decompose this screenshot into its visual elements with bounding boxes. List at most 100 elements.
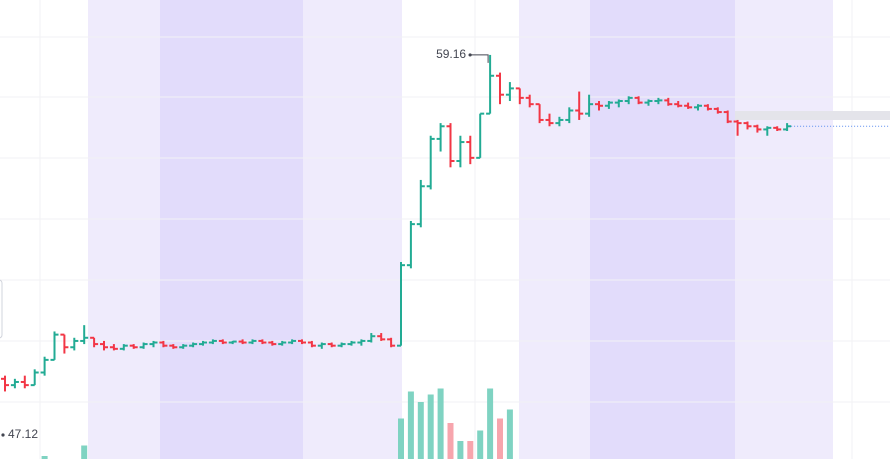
ohlc-bar	[703, 104, 712, 111]
high-marker-line	[470, 54, 489, 63]
ohlc-bar	[436, 123, 445, 152]
ohlc-bar	[218, 339, 227, 345]
ohlc-bar	[159, 340, 168, 348]
ohlc-bar	[50, 331, 59, 361]
ohlc-bar	[228, 340, 237, 345]
ohlc-bar	[446, 123, 455, 168]
session-band	[519, 0, 590, 459]
ohlc-bar	[525, 94, 534, 108]
ohlc-bar	[595, 101, 603, 111]
ohlc-bar	[743, 121, 752, 130]
volume-bar	[457, 441, 464, 459]
ohlc-bar	[753, 124, 762, 133]
ohlc-bar	[288, 339, 297, 345]
volume-bar	[487, 388, 494, 459]
volume-bar	[447, 423, 454, 459]
ohlc-bar	[723, 110, 732, 124]
ohlc-bar	[644, 99, 653, 106]
ohlc-bar	[100, 340, 108, 351]
ohlc-bar	[337, 342, 346, 348]
ohlc-bar	[614, 99, 623, 108]
session-band	[88, 0, 160, 459]
ohlc-bar	[476, 112, 485, 159]
ohlc-bar	[258, 339, 267, 345]
volume-bar	[417, 402, 424, 459]
markers: 59.16 47.12	[1, 47, 890, 441]
ohlc-bar	[575, 91, 584, 120]
ohlc-bar	[70, 337, 79, 351]
price-bars	[1, 54, 792, 392]
ohlc-bar	[535, 103, 544, 124]
volume-bar	[407, 391, 414, 459]
side-widget[interactable]	[0, 279, 3, 339]
ohlc-bar	[624, 96, 633, 105]
ohlc-bar	[119, 344, 128, 351]
ohlc-bar	[763, 126, 772, 136]
ohlc-bar	[367, 333, 376, 343]
ohlc-bar	[199, 340, 207, 346]
ohlc-bar	[268, 340, 277, 346]
session-band	[735, 0, 833, 459]
ohlc-bar	[674, 101, 683, 108]
ohlc-bar	[783, 123, 792, 132]
ohlc-bar	[179, 344, 188, 349]
ohlc-bar	[139, 342, 148, 349]
ohlc-bar	[1, 375, 9, 392]
ohlc-bar	[109, 344, 118, 351]
volume	[41, 388, 513, 459]
ohlc-bar	[20, 375, 29, 389]
volume-bar	[467, 441, 474, 459]
ohlc-bar	[496, 72, 504, 105]
ohlc-bar	[90, 336, 99, 348]
high-marker-dot	[468, 53, 472, 57]
ohlc-bar	[208, 339, 217, 345]
ohlc-bar	[327, 342, 336, 348]
volume-bar	[506, 409, 513, 459]
ohlc-bar	[377, 333, 386, 341]
ohlc-bar	[654, 97, 663, 105]
ohlc-bar	[189, 342, 198, 348]
volume-bar	[477, 430, 484, 459]
price-band	[735, 111, 890, 120]
volume-bar	[81, 445, 88, 459]
ohlc-bar	[426, 135, 435, 190]
ohlc-bar	[298, 339, 306, 345]
ohlc-bar	[456, 135, 465, 168]
ohlc-bar	[248, 339, 257, 345]
volume-bar	[398, 418, 404, 459]
volume-bar	[437, 388, 444, 459]
ohlc-bar	[149, 340, 158, 348]
ohlc-bar	[416, 179, 425, 228]
low-marker-label: 47.12	[8, 427, 38, 441]
ohlc-bar	[733, 119, 742, 136]
ohlc-bar	[585, 94, 594, 117]
ohlc-bar	[713, 107, 722, 114]
volume-bar	[427, 394, 434, 459]
ohlc-bar	[317, 342, 326, 349]
volume-bar	[41, 456, 48, 459]
ohlc-bar	[634, 96, 643, 105]
ohlc-bar	[397, 262, 405, 347]
ohlc-bar	[387, 337, 396, 348]
ohlc-bar	[169, 344, 178, 349]
ohlc-bar	[505, 82, 514, 102]
ohlc-bar	[80, 325, 89, 345]
volume-bar	[497, 418, 503, 459]
ohlc-bar	[129, 344, 138, 349]
ohlc-bar	[406, 220, 415, 269]
session-band	[160, 0, 303, 459]
ohlc-bar	[357, 339, 366, 346]
ohlc-bar	[684, 102, 693, 109]
ohlc-bar	[694, 104, 702, 111]
session-band	[303, 0, 402, 459]
ohlc-bar	[515, 87, 524, 105]
low-marker-dot	[1, 433, 5, 437]
ohlc-bar	[238, 339, 247, 345]
session-backgrounds	[88, 0, 833, 459]
ohlc-bar	[10, 378, 19, 389]
ohlc-bar	[604, 101, 613, 109]
ohlc-bar	[565, 107, 574, 124]
ohlc-bar	[664, 97, 673, 106]
